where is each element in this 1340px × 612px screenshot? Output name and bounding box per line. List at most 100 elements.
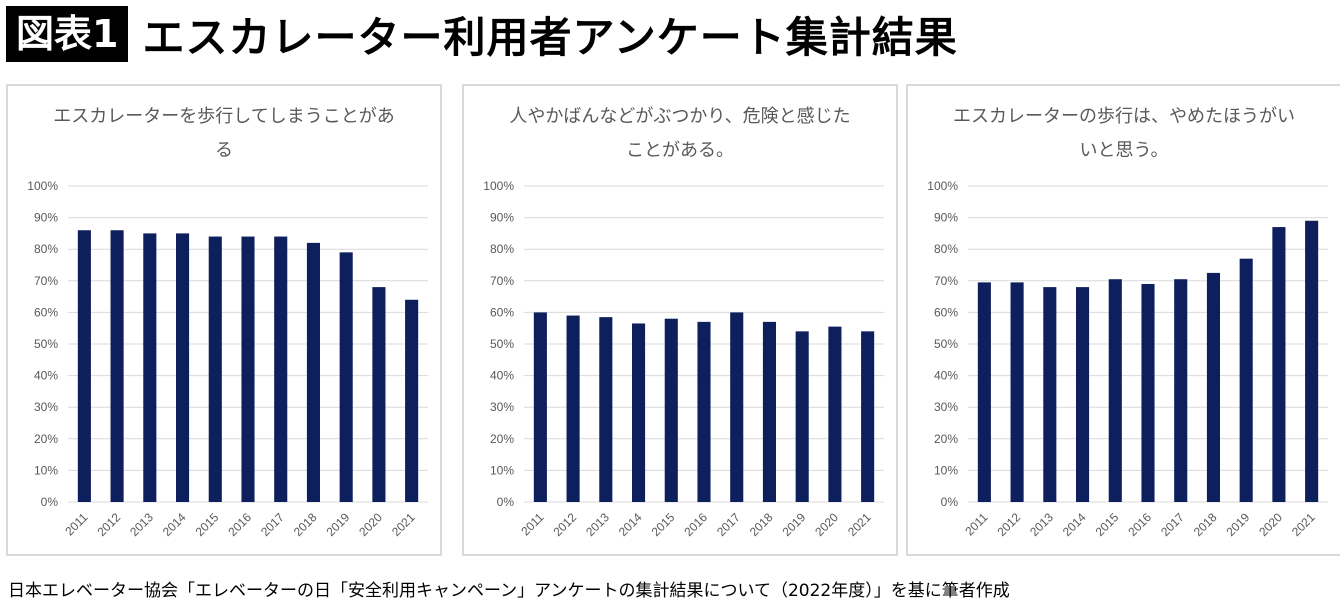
bar	[1272, 227, 1286, 502]
chart-panel-walking: エスカレーターを歩行してしまうことがある 0% 10% 20% 30% 40% 50% 60…	[6, 84, 442, 556]
x-tick-label: 2014	[160, 510, 189, 539]
y-tick-label: 20%	[34, 432, 58, 446]
y-tick-label: 70%	[34, 274, 58, 288]
bar-chart-svg: 0%10%20%30%40%50%60%70%80%90%100%2011 201…	[927, 179, 1328, 539]
y-tick-label: 50%	[490, 337, 514, 351]
y-tick-label: 30%	[934, 400, 958, 414]
figure-title: エスカレーター利用者アンケート集計結果	[142, 12, 958, 62]
x-tick-label: 2019	[324, 510, 353, 539]
x-tick-label: 2017	[258, 510, 287, 539]
y-tick-label: 80%	[490, 242, 514, 256]
y-tick-label: 40%	[34, 369, 58, 383]
bar	[1305, 220, 1319, 502]
y-tick-label: 20%	[934, 432, 958, 446]
y-tick-label: 30%	[34, 400, 58, 414]
x-tick-label: 2021	[389, 510, 418, 539]
y-tick-label: 70%	[934, 274, 958, 288]
y-tick-label: 90%	[34, 211, 58, 225]
y-tick-label: 100%	[483, 179, 514, 193]
bar	[1174, 279, 1188, 502]
bar	[599, 317, 613, 502]
bar	[697, 321, 711, 502]
x-tick-label: 2015	[649, 510, 678, 539]
x-tick-label: 2013	[127, 510, 156, 539]
y-tick-label: 0%	[497, 495, 515, 509]
bar	[1206, 272, 1220, 502]
y-tick-label: 90%	[490, 211, 514, 225]
x-tick-label: 2018	[291, 510, 320, 539]
bar	[274, 236, 288, 502]
bar	[143, 233, 157, 502]
y-tick-label: 30%	[490, 400, 514, 414]
bar	[241, 236, 255, 502]
chart-panel-should-stop: エスカレーターの歩行は、やめたほうがいいと思う。 0% 10% 20% 30% 40% 5…	[906, 84, 1340, 556]
bar	[405, 299, 419, 502]
y-tick-label: 100%	[927, 179, 958, 193]
y-tick-label: 100%	[27, 179, 58, 193]
bar	[176, 233, 190, 502]
y-tick-label: 60%	[490, 305, 514, 319]
bar	[795, 331, 809, 502]
x-tick-label: 2014	[616, 510, 645, 539]
x-tick-label: 2013	[583, 510, 612, 539]
x-tick-label: 2020	[812, 510, 841, 539]
source-note: 日本エレベーター協会「エレベーターの日「安全利用キャンペーン」アンケートの集計結…	[8, 581, 1010, 601]
x-tick-label: 2015	[193, 510, 222, 539]
bar	[77, 230, 91, 503]
y-tick-label: 90%	[934, 211, 958, 225]
x-tick-label: 2020	[1256, 510, 1285, 539]
x-tick-label: 2020	[356, 510, 385, 539]
x-tick-label: 2017	[714, 510, 743, 539]
x-tick-label: 2011	[962, 510, 990, 538]
y-tick-label: 50%	[934, 337, 958, 351]
bar	[664, 318, 678, 502]
y-tick-label: 20%	[490, 432, 514, 446]
x-tick-label: 2012	[94, 510, 123, 539]
y-tick-label: 60%	[934, 305, 958, 319]
x-tick-label: 2013	[1027, 510, 1056, 539]
x-tick-label: 2021	[845, 510, 874, 539]
bar	[730, 312, 744, 502]
x-tick-label: 2021	[1289, 510, 1318, 539]
x-tick-label: 2015	[1093, 510, 1122, 539]
bar	[1010, 282, 1024, 502]
bar	[1239, 258, 1253, 502]
bar	[208, 236, 222, 502]
x-tick-label: 2019	[1224, 510, 1253, 539]
bar	[566, 315, 580, 502]
x-tick-label: 2018	[1191, 510, 1220, 539]
y-tick-label: 0%	[941, 495, 959, 509]
y-tick-label: 80%	[934, 242, 958, 256]
x-tick-label: 2016	[681, 510, 710, 539]
x-tick-label: 2011	[518, 510, 546, 538]
x-tick-label: 2019	[780, 510, 809, 539]
y-tick-label: 40%	[490, 369, 514, 383]
chart-panel-collision: 人やかばんなどがぶつかり、危険と感じたことがある。 0% 10% 20% 30% 40%…	[462, 84, 898, 556]
y-tick-label: 40%	[934, 369, 958, 383]
bar	[632, 323, 646, 502]
bar	[828, 326, 842, 502]
bar	[762, 321, 776, 502]
bar	[306, 242, 320, 502]
bar	[1043, 287, 1057, 502]
chart-title: エスカレーターの歩行は、やめたほうがいいと思う。	[953, 106, 1295, 161]
y-tick-label: 50%	[34, 337, 58, 351]
y-tick-label: 80%	[34, 242, 58, 256]
y-tick-label: 60%	[34, 305, 58, 319]
bar-chart-svg: 0%10%20%30%40%50%60%70%80%90%100%2011 201…	[27, 179, 428, 539]
bar	[372, 287, 386, 502]
figure-header: 図表1 エスカレーター利用者アンケート集計結果	[6, 6, 958, 62]
bar	[1141, 283, 1155, 502]
x-tick-label: 2011	[62, 510, 90, 538]
bar	[1108, 279, 1122, 502]
chart-title: エスカレーターを歩行してしまうことがある	[53, 106, 395, 161]
bar	[861, 331, 875, 502]
bar-chart-svg: 0%10%20%30%40%50%60%70%80%90%100%2011 201…	[483, 179, 884, 539]
y-tick-label: 10%	[34, 463, 58, 477]
x-tick-label: 2016	[1125, 510, 1154, 539]
bar	[1076, 287, 1090, 502]
bar	[110, 230, 124, 503]
x-tick-label: 2018	[747, 510, 776, 539]
x-tick-label: 2012	[994, 510, 1023, 539]
x-tick-label: 2017	[1158, 510, 1187, 539]
